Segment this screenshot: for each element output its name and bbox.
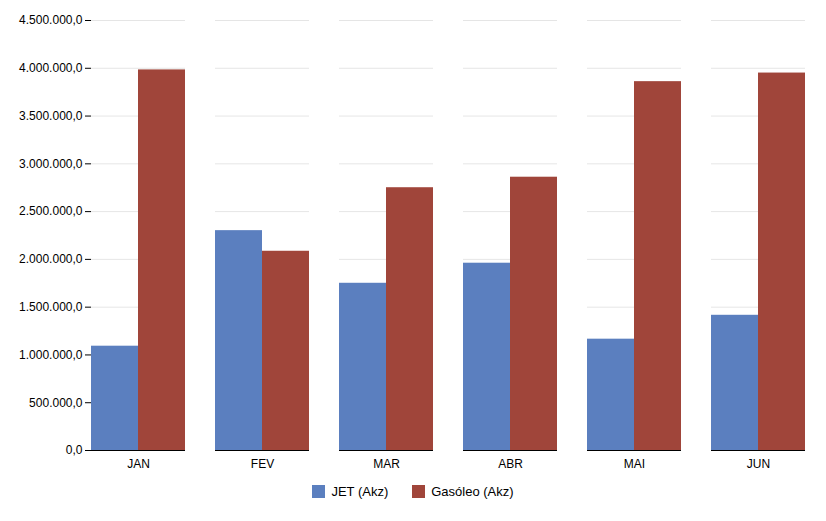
svg-text:2.000.000,0: 2.000.000,0 xyxy=(19,252,83,266)
svg-text:4.000.000,0: 4.000.000,0 xyxy=(19,61,83,75)
svg-text:JAN: JAN xyxy=(127,457,150,471)
svg-text:MAI: MAI xyxy=(624,457,645,471)
svg-text:3.500.000,0: 3.500.000,0 xyxy=(19,109,83,123)
svg-text:ABR: ABR xyxy=(498,457,523,471)
html-text:JET (Akz): JET (Akz) xyxy=(331,484,389,499)
html-text:Gasóleo (Akz): Gasóleo (Akz) xyxy=(431,484,514,499)
svg-text:4.500.000,0: 4.500.000,0 xyxy=(19,13,83,27)
svg-text:1.000.000,0: 1.000.000,0 xyxy=(19,348,83,362)
svg-text:3.000.000,0: 3.000.000,0 xyxy=(19,157,83,171)
svg-text:500.000,0: 500.000,0 xyxy=(29,396,83,410)
svg-text:MAR: MAR xyxy=(373,457,400,471)
svg-text:2.500.000,0: 2.500.000,0 xyxy=(19,204,83,218)
svg-text:JUN: JUN xyxy=(747,457,770,471)
svg-text:1.500.000,0: 1.500.000,0 xyxy=(19,300,83,314)
svg-text:FEV: FEV xyxy=(251,457,274,471)
svg-text:0,0: 0,0 xyxy=(66,443,83,457)
